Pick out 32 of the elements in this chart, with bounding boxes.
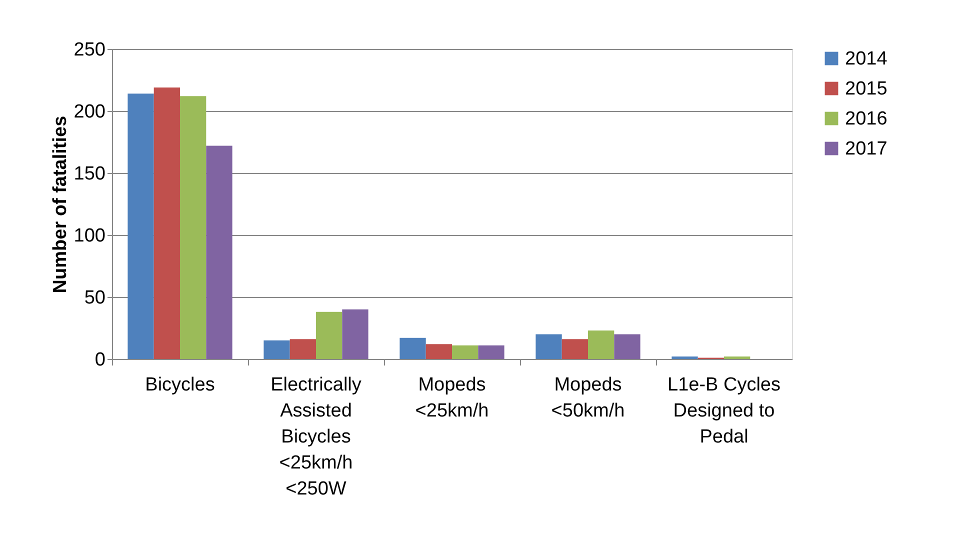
legend-label: 2016 <box>845 108 888 130</box>
bar <box>400 338 426 359</box>
legend-label: 2017 <box>845 138 888 160</box>
bar <box>562 339 588 359</box>
bar <box>290 339 316 359</box>
bar <box>536 334 562 359</box>
y-axis-title: Number of fatalities <box>50 116 71 294</box>
x-tick-label: Mopeds <25km/h <box>415 374 489 422</box>
x-tick-label: Bicycles <box>145 374 215 396</box>
bar <box>128 94 154 359</box>
legend-label: 2014 <box>845 48 888 70</box>
y-tick-label: 100 <box>74 226 106 246</box>
y-tick-label: 50 <box>84 288 106 308</box>
y-tick-label: 0 <box>94 350 106 370</box>
bar <box>426 344 452 359</box>
y-tick-label: 250 <box>74 40 106 60</box>
bar <box>588 330 614 359</box>
bar <box>180 96 206 359</box>
bar <box>206 146 232 359</box>
bar <box>264 340 290 359</box>
x-tick-label: Electrically Assisted Bicycles <25km/h <250W <box>270 374 362 500</box>
bar <box>342 309 368 359</box>
y-tick-label: 150 <box>74 164 106 184</box>
bar <box>452 345 478 359</box>
y-tick-label: 200 <box>74 102 106 122</box>
bar <box>478 345 504 359</box>
bar <box>154 87 180 359</box>
bar <box>316 312 342 359</box>
x-tick-label: L1e-B Cycles Designed to Pedal <box>668 374 780 448</box>
bar <box>614 334 640 359</box>
legend-label: 2015 <box>845 78 888 100</box>
x-tick-label: Mopeds <50km/h <box>551 374 625 422</box>
